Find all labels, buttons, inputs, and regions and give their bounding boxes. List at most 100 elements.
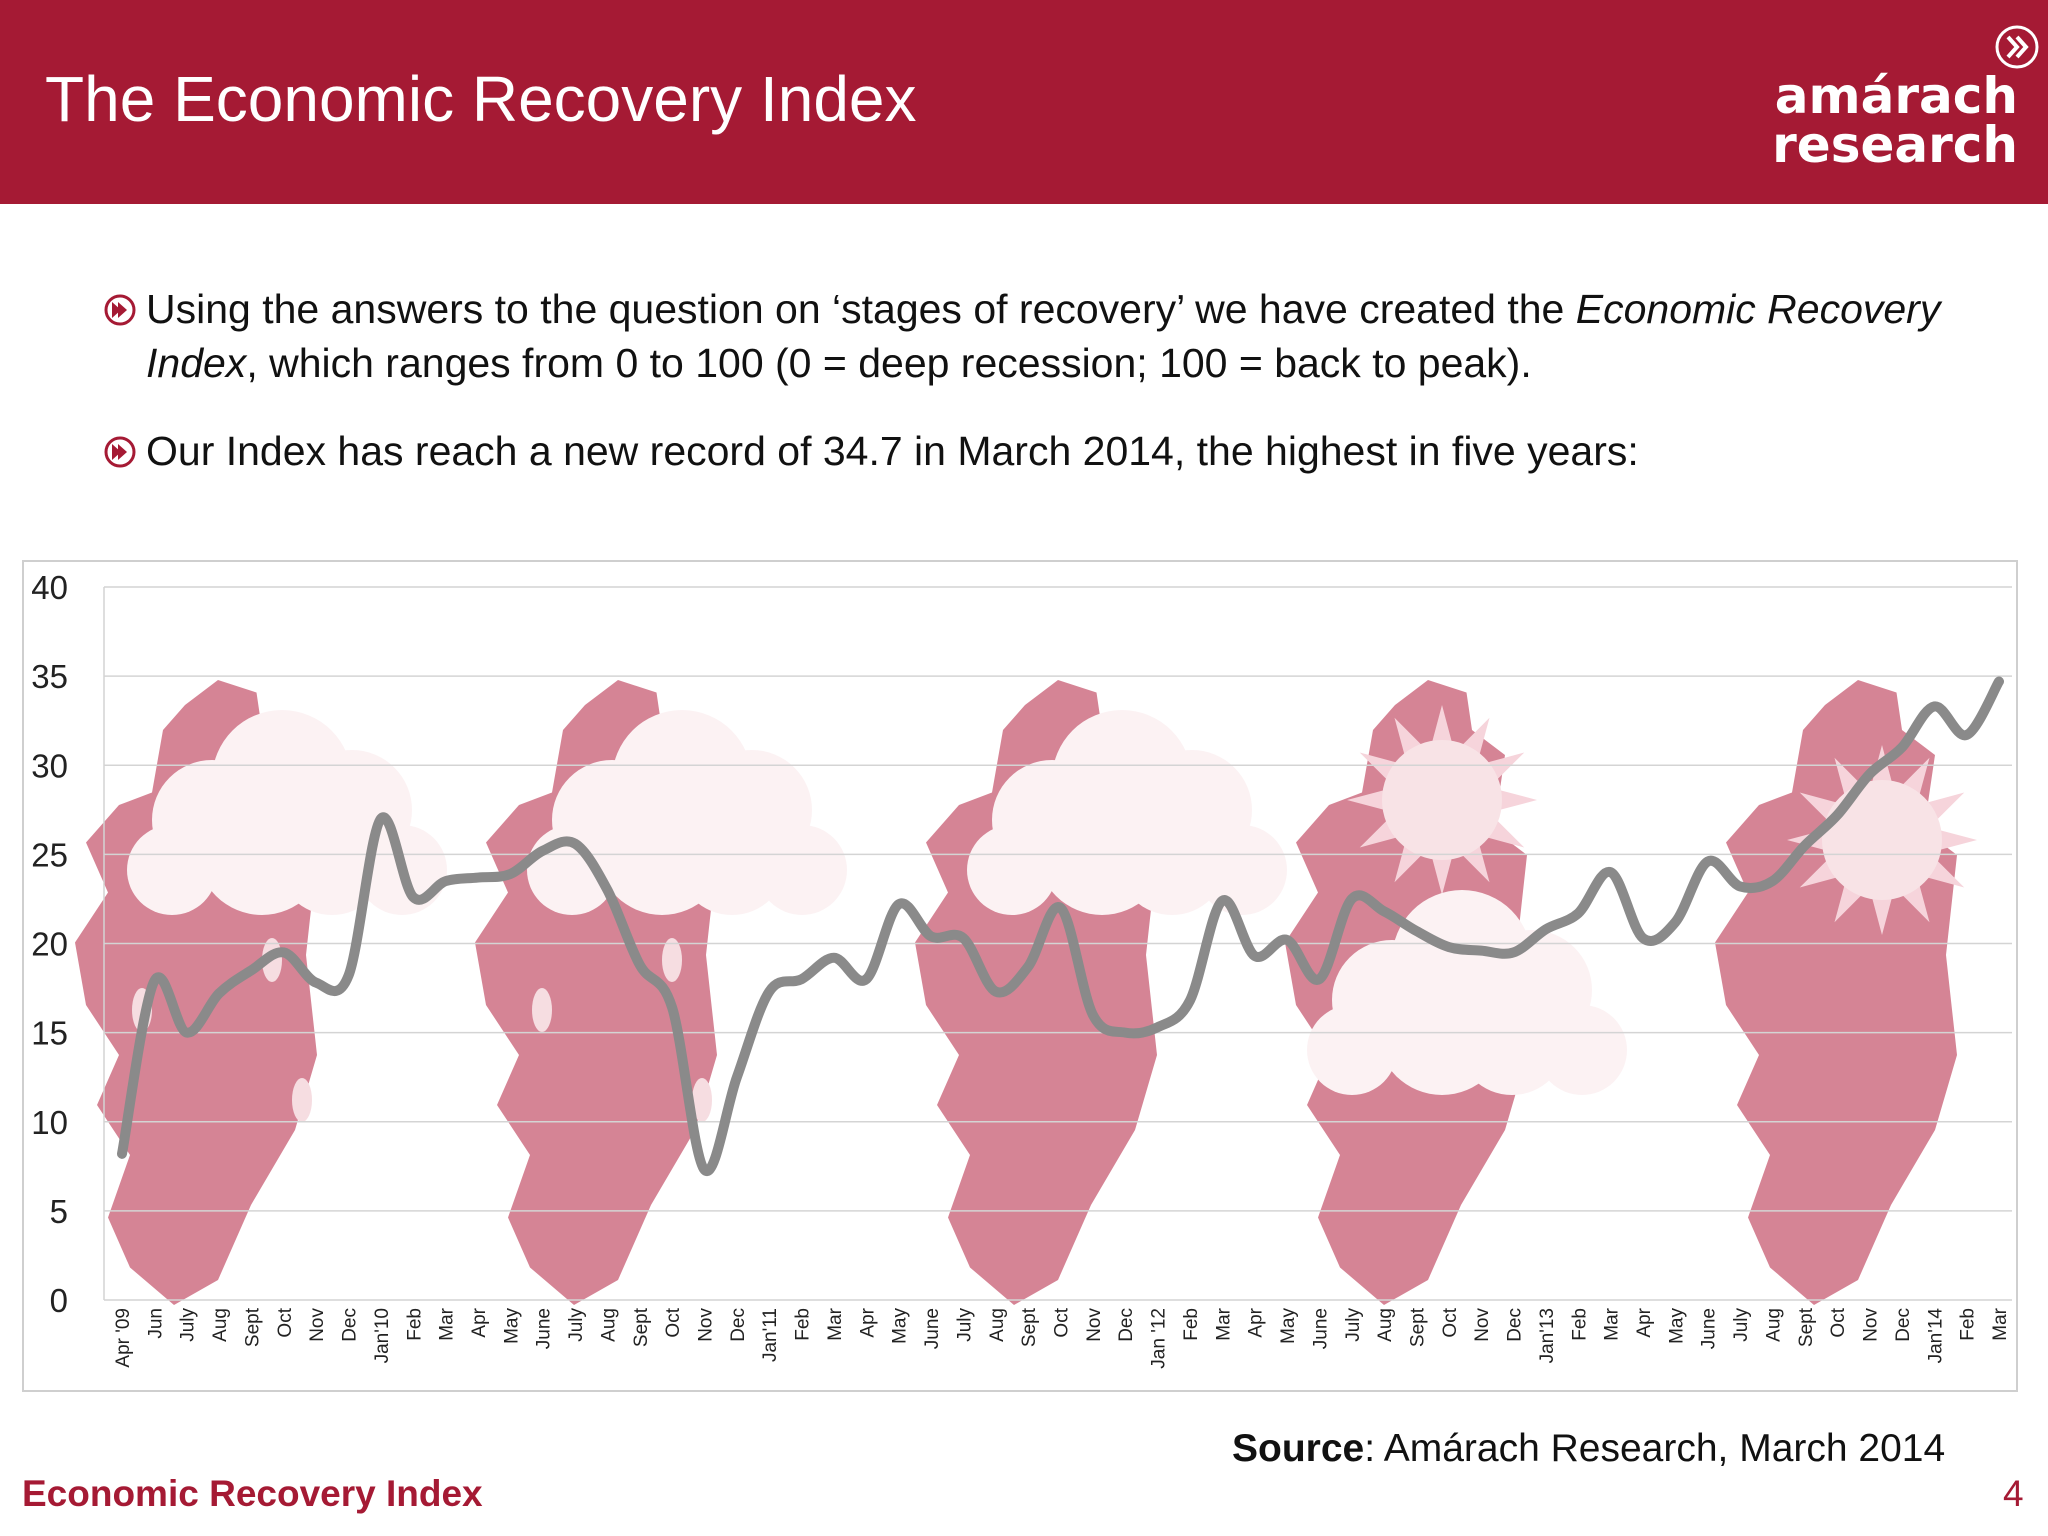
x-tick-label: Apr '09 bbox=[113, 1308, 134, 1368]
data-point bbox=[701, 1166, 708, 1173]
data-point bbox=[183, 1029, 190, 1036]
data-point bbox=[507, 870, 514, 877]
data-point bbox=[830, 954, 837, 961]
x-tick-label: June bbox=[922, 1308, 943, 1349]
raindrop-icon bbox=[532, 988, 552, 1032]
x-tick-label: Apr bbox=[857, 1307, 878, 1337]
data-point bbox=[960, 935, 967, 942]
x-tick-label: Mar bbox=[825, 1307, 846, 1340]
x-tick-label: Sept bbox=[631, 1307, 652, 1347]
x-tick-label: Oct bbox=[1828, 1307, 1849, 1337]
x-tick-label: Jan'13 bbox=[1537, 1308, 1558, 1363]
data-point bbox=[1672, 919, 1679, 926]
data-point bbox=[636, 961, 643, 968]
x-tick-label: May bbox=[1666, 1308, 1687, 1344]
data-point bbox=[410, 894, 417, 901]
data-point bbox=[604, 887, 611, 894]
x-tick-label: Oct bbox=[663, 1307, 684, 1337]
x-tick-label: Mar bbox=[1602, 1307, 1623, 1340]
x-tick-label: July bbox=[178, 1308, 199, 1342]
data-point bbox=[1834, 812, 1841, 819]
cloud-icon bbox=[127, 710, 447, 915]
x-tick-label: Dec bbox=[1893, 1308, 1914, 1342]
source-label: Source bbox=[1232, 1427, 1365, 1470]
x-tick-label: Jan '12 bbox=[1149, 1308, 1170, 1369]
y-tick-label: 25 bbox=[31, 836, 68, 873]
data-point bbox=[280, 949, 287, 956]
bullet-text: Our Index has reach a new record of 34.7… bbox=[146, 428, 1639, 474]
data-point bbox=[1607, 869, 1614, 876]
data-point bbox=[1704, 858, 1711, 865]
source-text: : Amárach Research, March 2014 bbox=[1364, 1427, 1946, 1470]
raindrop-icon bbox=[662, 938, 682, 982]
data-point bbox=[1445, 944, 1452, 951]
x-tick-label: Feb bbox=[1181, 1308, 1202, 1341]
data-point bbox=[1348, 895, 1355, 902]
double-chevron-circle-icon bbox=[1995, 25, 2039, 69]
weather-map-panel bbox=[75, 680, 447, 1305]
chevron-bullet-icon bbox=[104, 294, 136, 326]
y-tick-label: 5 bbox=[50, 1193, 68, 1230]
bullet-text: Using the answers to the question on ‘st… bbox=[146, 286, 1576, 332]
amarach-logo: amárach research bbox=[1750, 22, 2040, 172]
x-tick-label: Sept bbox=[1796, 1307, 1817, 1347]
data-point bbox=[1866, 771, 1873, 778]
x-tick-label: Apr bbox=[1634, 1307, 1655, 1337]
x-tick-label: June bbox=[534, 1308, 555, 1349]
y-tick-label: 30 bbox=[31, 747, 68, 784]
data-point bbox=[1186, 997, 1193, 1004]
x-tick-label: Sept bbox=[242, 1307, 263, 1347]
y-tick-label: 0 bbox=[50, 1282, 68, 1319]
x-tick-label: Nov bbox=[1861, 1308, 1882, 1342]
data-point bbox=[1963, 731, 1970, 738]
x-tick-label: Mar bbox=[1990, 1307, 2011, 1340]
data-point bbox=[1931, 703, 1938, 710]
data-point bbox=[798, 976, 805, 983]
data-point bbox=[1542, 926, 1549, 933]
sun-icon bbox=[1347, 705, 1537, 895]
data-point bbox=[669, 1004, 676, 1011]
bullet-text: , which ranges from 0 to 100 (0 = deep r… bbox=[246, 340, 1532, 386]
x-tick-label: Apr bbox=[1246, 1307, 1267, 1337]
y-tick-label: 35 bbox=[31, 658, 68, 695]
page-title: The Economic Recovery Index bbox=[45, 63, 917, 135]
data-point bbox=[119, 1150, 125, 1157]
footer-title: Economic Recovery Index bbox=[22, 1473, 483, 1514]
x-tick-label: Mar bbox=[437, 1307, 458, 1340]
data-point bbox=[377, 815, 384, 822]
x-tick-label: Feb bbox=[1958, 1308, 1979, 1341]
x-tick-label: May bbox=[890, 1308, 911, 1344]
data-point bbox=[1478, 947, 1485, 954]
weather-map-panel bbox=[1715, 680, 1977, 1305]
x-tick-label: Aug bbox=[210, 1308, 231, 1342]
data-point bbox=[766, 988, 773, 995]
x-tick-label: Oct bbox=[275, 1307, 296, 1337]
x-tick-label: Aug bbox=[1375, 1308, 1396, 1342]
data-point bbox=[1769, 878, 1776, 885]
data-point bbox=[216, 990, 223, 997]
x-tick-label: Feb bbox=[1569, 1308, 1590, 1341]
x-tick-label: July bbox=[1731, 1308, 1752, 1342]
data-point bbox=[248, 967, 255, 974]
data-point bbox=[1219, 897, 1226, 904]
x-tick-label: Aug bbox=[598, 1308, 619, 1342]
x-tick-label: Feb bbox=[404, 1308, 425, 1341]
x-tick-label: Aug bbox=[1763, 1308, 1784, 1342]
x-tick-label: Jun bbox=[145, 1308, 166, 1339]
sun-icon bbox=[1787, 745, 1977, 935]
chevron-bullet-icon bbox=[104, 436, 136, 468]
data-point bbox=[1996, 678, 2002, 685]
data-point bbox=[863, 976, 870, 983]
x-tick-label: Nov bbox=[307, 1308, 328, 1342]
raindrop-icon bbox=[692, 1078, 712, 1122]
source-note: Source: Amárach Research, March 2014 bbox=[1232, 1427, 1945, 1471]
x-tick-label: July bbox=[1343, 1308, 1364, 1342]
y-tick-label: 20 bbox=[31, 926, 68, 963]
chart-grid bbox=[103, 586, 2012, 1301]
logo-text-line1: amárach bbox=[1774, 67, 2018, 125]
x-tick-label: July bbox=[954, 1308, 975, 1342]
x-tick-label: Aug bbox=[987, 1308, 1008, 1342]
x-tick-label: Feb bbox=[793, 1308, 814, 1341]
x-tick-label: Dec bbox=[340, 1308, 361, 1342]
x-tick-label: Nov bbox=[696, 1308, 717, 1342]
